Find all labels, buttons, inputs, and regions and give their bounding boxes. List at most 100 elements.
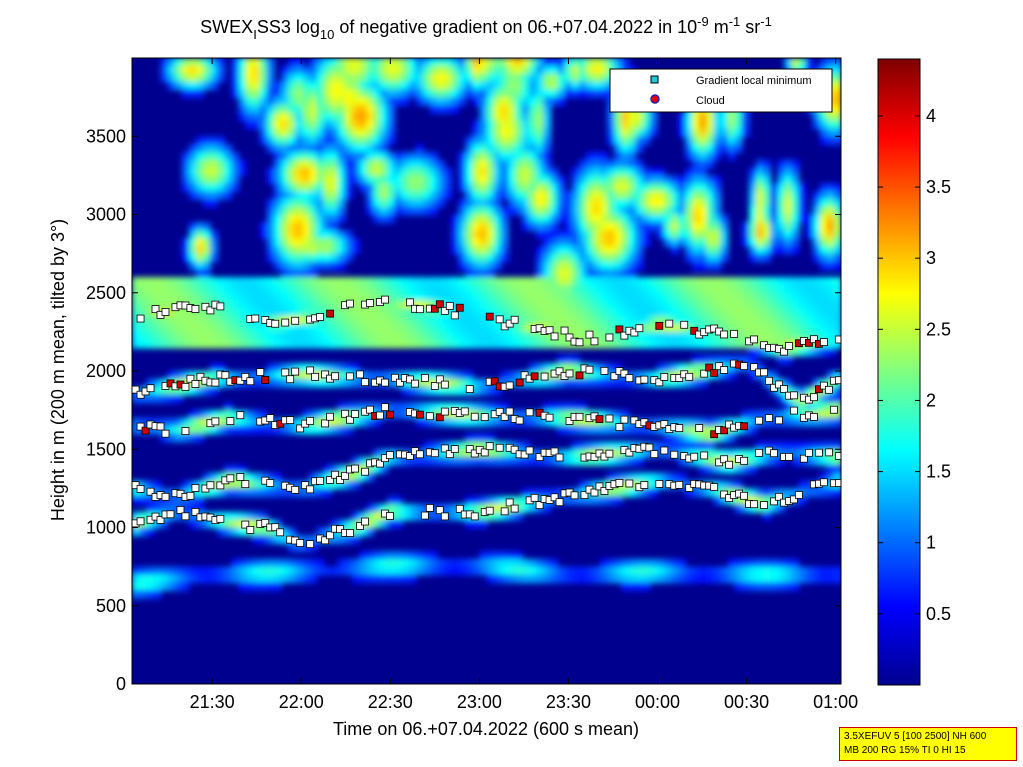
heatmap-cell xyxy=(571,496,580,505)
heatmap-cell xyxy=(394,151,403,161)
heatmap-cell xyxy=(288,238,297,247)
heatmap-cell xyxy=(571,58,580,67)
heatmap-cell xyxy=(713,253,722,263)
gradient-minimum-marker xyxy=(785,452,793,461)
heatmap-cell xyxy=(614,245,623,255)
heatmap-cell xyxy=(685,316,694,325)
gradient-minimum-marker xyxy=(480,413,489,421)
heatmap-cell xyxy=(642,230,651,239)
heatmap-cell xyxy=(181,292,190,302)
heatmap-cell xyxy=(741,355,750,365)
heatmap-cell xyxy=(316,136,325,146)
heatmap-cell xyxy=(763,558,772,568)
heatmap-cell xyxy=(755,198,764,208)
heatmap-cell xyxy=(436,58,445,67)
heatmap-cell xyxy=(607,457,616,466)
heatmap-cell xyxy=(280,425,289,435)
heatmap-cell xyxy=(522,105,531,114)
heatmap-cell xyxy=(833,120,841,130)
heatmap-cell xyxy=(514,112,523,122)
heatmap-cell xyxy=(748,417,757,427)
heatmap-cell xyxy=(380,105,389,114)
heatmap-cell xyxy=(649,574,658,584)
heatmap-cell xyxy=(706,128,715,138)
heatmap-cell xyxy=(252,511,261,521)
heatmap-cell xyxy=(649,558,658,568)
heatmap-cell xyxy=(479,277,488,286)
heatmap-cell xyxy=(727,324,736,333)
heatmap-cell xyxy=(677,417,686,427)
heatmap-cell xyxy=(564,89,573,99)
heatmap-cell xyxy=(550,198,559,208)
heatmap-cell xyxy=(550,457,559,466)
heatmap-cell xyxy=(522,128,531,138)
heatmap-cell xyxy=(621,472,630,482)
heatmap-cell xyxy=(472,144,481,153)
heatmap-cell xyxy=(344,535,353,545)
heatmap-cell xyxy=(401,386,410,396)
gradient-minimum-marker xyxy=(156,422,165,431)
heatmap-cell xyxy=(210,339,219,349)
heatmap-cell xyxy=(777,410,786,419)
heatmap-cell xyxy=(458,214,467,224)
heatmap-cell xyxy=(394,316,403,325)
heatmap-cell xyxy=(592,73,601,83)
heatmap-cell xyxy=(153,386,162,396)
heatmap-cell xyxy=(500,128,509,138)
heatmap-cell xyxy=(302,535,311,545)
heatmap-cell xyxy=(330,58,339,67)
heatmap-cell xyxy=(238,167,247,177)
heatmap-cell xyxy=(358,89,367,99)
gradient-minimum-marker xyxy=(381,378,389,387)
heatmap-cell xyxy=(387,402,396,412)
heatmap-cell xyxy=(415,339,424,349)
heatmap-cell xyxy=(224,316,233,325)
heatmap-cell xyxy=(720,449,729,459)
gradient-minimum-marker xyxy=(625,448,634,457)
heatmap-cell xyxy=(479,300,488,310)
heatmap-cell xyxy=(614,472,623,482)
heatmap-cell xyxy=(245,89,254,99)
heatmap-cell xyxy=(202,425,211,435)
heatmap-cell xyxy=(380,206,389,216)
heatmap-cell xyxy=(174,308,183,318)
heatmap-cell xyxy=(635,261,644,271)
gradient-minimum-marker xyxy=(196,372,205,381)
heatmap-cell xyxy=(146,519,155,529)
heatmap-cell xyxy=(763,222,772,232)
heatmap-cell xyxy=(734,331,743,341)
heatmap-cell xyxy=(819,308,828,318)
gradient-minimum-marker xyxy=(361,467,369,476)
heatmap-cell xyxy=(819,222,828,232)
heatmap-cell xyxy=(699,277,708,286)
heatmap-cell xyxy=(153,590,162,599)
heatmap-cell xyxy=(777,488,786,498)
heatmap-cell xyxy=(231,81,240,91)
heatmap-cell xyxy=(323,230,332,239)
heatmap-cell xyxy=(323,120,332,130)
heatmap-cell xyxy=(344,378,353,388)
heatmap-cell xyxy=(819,277,828,286)
heatmap-cell xyxy=(699,363,708,372)
heatmap-cell xyxy=(146,292,155,302)
heatmap-cell xyxy=(167,292,176,302)
heatmap-cell xyxy=(202,284,211,294)
heatmap-cell xyxy=(316,238,325,247)
heatmap-cell xyxy=(692,433,701,443)
heatmap-cell xyxy=(174,292,183,302)
heatmap-cell xyxy=(210,292,219,302)
heatmap-cell xyxy=(614,230,623,239)
heatmap-cell xyxy=(153,574,162,584)
heatmap-cell xyxy=(720,230,729,239)
heatmap-cell xyxy=(202,238,211,247)
heatmap-cell xyxy=(429,410,438,419)
heatmap-cell xyxy=(578,253,587,263)
heatmap-cell xyxy=(706,191,715,200)
heatmap-cell xyxy=(202,292,211,302)
heatmap-cell xyxy=(699,284,708,294)
gradient-minimum-marker xyxy=(535,501,544,510)
heatmap-cell xyxy=(748,198,757,208)
heatmap-cell xyxy=(408,371,417,380)
heatmap-cell xyxy=(188,519,197,529)
heatmap-cell xyxy=(812,277,821,286)
